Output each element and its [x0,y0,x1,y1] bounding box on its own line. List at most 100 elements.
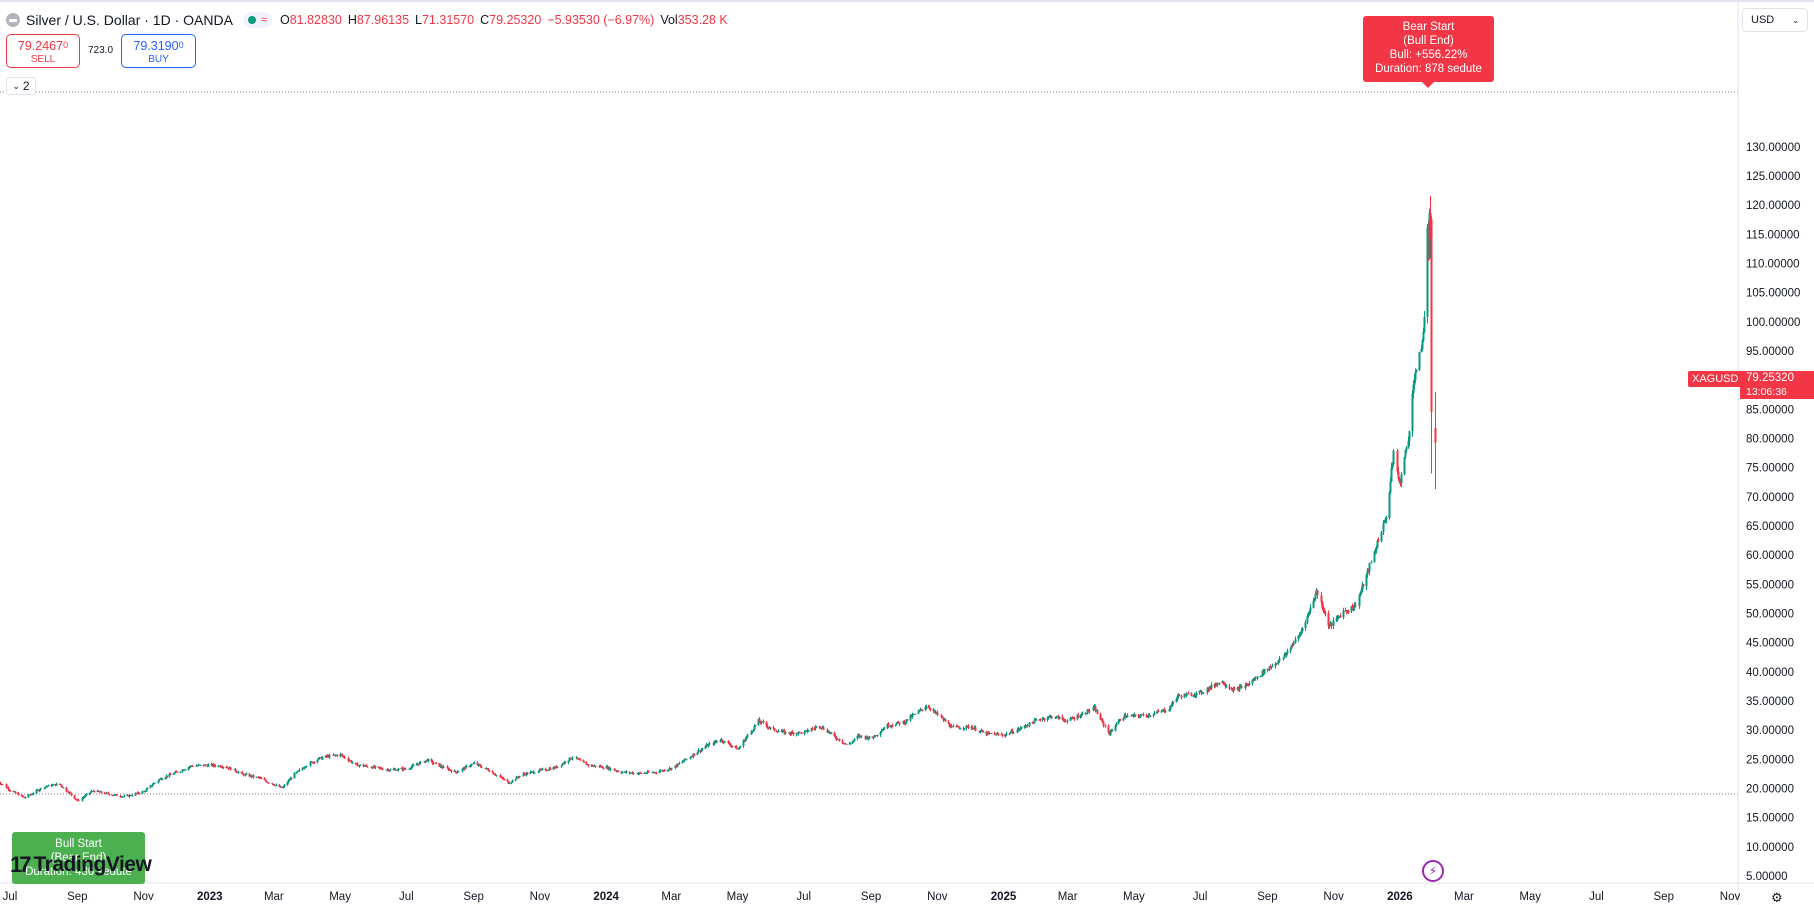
candle-body [7,787,10,790]
bull-callout-line: (Bear End) [50,852,107,864]
sell-button[interactable]: 79.24670 SELL [6,34,80,68]
ohlc-key: H [347,13,357,27]
ohlc-key: Vol [660,13,678,27]
candle-body [1285,653,1288,656]
candle-body [784,731,787,734]
candle-body [560,765,563,767]
candle-body [1244,685,1247,689]
candle-body [339,754,342,757]
candle-body [1259,676,1262,678]
candle-body [1216,682,1219,686]
candle-body [564,761,567,763]
market-status[interactable]: ≈ [242,12,272,28]
candle-body [810,728,813,731]
candle-body [1389,481,1392,493]
candle-body [1313,598,1316,601]
candle-body [1171,701,1174,707]
candle-body [1324,613,1327,615]
candle-body [169,774,172,776]
candle-body [252,775,255,778]
tradingview-logo[interactable]: 17 TradingView [10,852,152,878]
spread-value: 723.0 [88,45,114,56]
candle-body [891,725,894,727]
candle-body [1376,541,1379,548]
candle-body [1073,718,1076,720]
candle-body [470,764,473,766]
candle-body [914,713,917,715]
candle-body [199,764,202,766]
candle-body [979,730,982,732]
candle-body [880,730,883,733]
candle-body [1124,714,1127,718]
lightning-icon[interactable]: ⚡ [1422,860,1444,882]
candle-body [1152,714,1155,716]
candle-body [1122,717,1125,721]
candle-body [582,759,585,762]
candle-body [541,768,544,770]
candle-body [739,746,742,748]
candle-body [1109,730,1112,736]
candle-body [579,759,582,761]
time-axis[interactable]: Jul Sep Nov 2023 Mar May Jul Sep Nov 2024 Mar May Ju… [3,891,1741,903]
candle-body [168,774,171,777]
candle-body [853,738,856,741]
candle-body [971,727,974,730]
candle-body [144,791,147,793]
candle-body [678,762,681,764]
candle-body [819,727,822,729]
currency-select[interactable]: USD ⌄ [1742,8,1808,32]
candle-body [97,790,100,792]
candle-body [807,730,810,732]
time-tick-label: Nov [133,891,154,903]
candle-body [532,771,535,774]
candle-body [912,714,915,716]
candle-body [1005,733,1008,735]
candle-body [1101,719,1104,722]
gear-icon[interactable]: ⚙ [1771,890,1783,905]
symbol-logo-icon [6,13,20,27]
time-tick-label: Sep [1654,891,1674,903]
candle-body [356,763,359,767]
candle-body [742,740,745,747]
time-tick-label: Nov [1323,891,1344,903]
candle-body [613,768,616,771]
candle-body [503,779,506,781]
ohlc-values: O 81.82830 H 87.96135 L 71.31570 C 79.25320 −5.9… [280,13,734,27]
candle-body [85,794,88,796]
candle-body [1407,440,1410,448]
candle-body [523,773,526,775]
candle-body [1069,718,1072,721]
candle-body [442,766,445,768]
candle-body [404,768,407,770]
candle-body [845,743,848,745]
buy-button[interactable]: 79.31900 BUY [121,34,196,68]
candle-body [476,762,479,766]
candle-body [1085,713,1088,715]
candle-body [267,782,270,784]
price-axis[interactable]: 5.00000 10.00000 15.00000 20.00000 25.00000 3… [1746,142,1800,883]
candle-body [1286,650,1289,654]
candle-body [38,789,41,791]
candle-body [1019,728,1022,730]
candle-body [1307,612,1310,616]
symbol-title[interactable]: Silver / U.S. Dollar · 1D · OANDA [26,12,233,28]
candle-body [176,771,179,773]
candle-body [419,761,422,763]
candle-body [61,786,64,788]
candle-body [1137,714,1140,717]
indicators-collapse-button[interactable]: ⌄ 2 [6,77,36,95]
candle-body [397,768,400,770]
candle-body [62,787,65,789]
candle-body [81,797,84,801]
time-tick-label: Jul [796,891,811,903]
candle-body [21,795,24,797]
candle-body [478,764,481,766]
candle-body [1434,427,1437,443]
candle-body [297,770,300,772]
candle-body [137,792,140,794]
time-tick-label: May [727,891,749,903]
candle-body [204,764,207,766]
candle-body [1020,726,1023,729]
candle-body [248,773,251,777]
